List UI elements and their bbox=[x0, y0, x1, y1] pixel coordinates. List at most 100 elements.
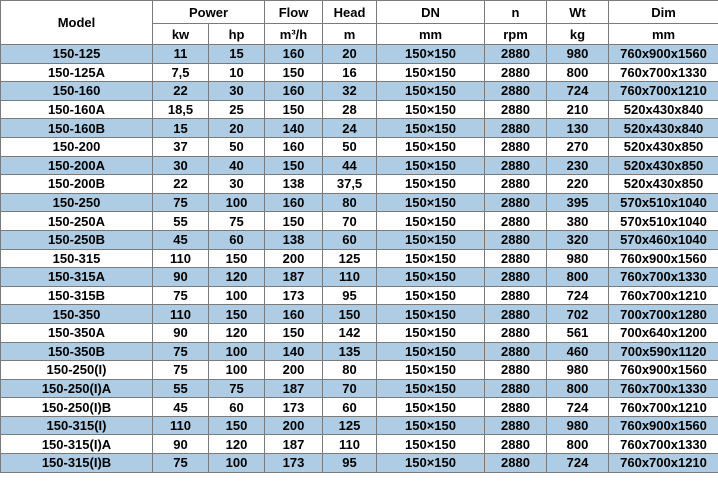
cell-wt: 230 bbox=[546, 155, 610, 176]
cell-kw: 110 bbox=[152, 415, 209, 436]
unit-hp: hp bbox=[207, 23, 266, 45]
table-row: 150-350B 75 100 140 135 150×150 2880 460 700x590… bbox=[0, 341, 718, 362]
cell-dn: 150×150 bbox=[376, 397, 486, 417]
cell-hp: 100 bbox=[207, 341, 266, 362]
cell-model: 150-350A bbox=[0, 322, 153, 343]
cell-model: 150-315(I) bbox=[0, 415, 153, 436]
cell-hp: 60 bbox=[207, 397, 266, 417]
cell-kw: 15 bbox=[152, 118, 209, 138]
cell-dn: 150×150 bbox=[376, 211, 486, 231]
cell-wt: 980 bbox=[546, 248, 610, 269]
header-wt: Wt bbox=[546, 0, 610, 24]
cell-dim: 760x700x1210 bbox=[608, 453, 718, 473]
cell-kw: 110 bbox=[152, 248, 209, 269]
cell-hp: 75 bbox=[207, 211, 266, 231]
cell-hp: 50 bbox=[207, 136, 266, 157]
cell-hp: 30 bbox=[207, 174, 266, 194]
cell-head: 60 bbox=[322, 397, 378, 417]
cell-wt: 220 bbox=[546, 174, 610, 194]
cell-wt: 800 bbox=[546, 434, 610, 455]
cell-flow: 160 bbox=[264, 304, 324, 324]
cell-n: 2880 bbox=[484, 434, 548, 455]
cell-dn: 150×150 bbox=[376, 360, 486, 380]
cell-model: 150-250 bbox=[0, 192, 153, 213]
cell-model: 150-125A bbox=[0, 62, 153, 83]
cell-dn: 150×150 bbox=[376, 341, 486, 362]
cell-model: 150-250(I)B bbox=[0, 397, 153, 417]
unit-n: rpm bbox=[484, 23, 548, 45]
table-row: 150-250(I) 75 100 200 80 150×150 2880 980 760x90… bbox=[0, 360, 718, 380]
cell-n: 2880 bbox=[484, 81, 548, 101]
cell-hp: 150 bbox=[207, 248, 266, 269]
cell-n: 2880 bbox=[484, 378, 548, 399]
table-row: 150-250B 45 60 138 60 150×150 2880 320 570x460x1… bbox=[0, 229, 718, 250]
cell-wt: 320 bbox=[546, 229, 610, 250]
cell-head: 125 bbox=[322, 415, 378, 436]
cell-model: 150-125 bbox=[0, 44, 153, 64]
header-row-groups: Model Power Flow Head DN n Wt Dim bbox=[0, 0, 718, 45]
table-row: 150-250(I)B 45 60 173 60 150×150 2880 724 760x70… bbox=[0, 397, 718, 417]
table-row: 150-315(I) 110 150 200 125 150×150 2880 980 760x… bbox=[0, 415, 718, 436]
cell-head: 135 bbox=[322, 341, 378, 362]
cell-model: 150-160 bbox=[0, 81, 153, 101]
cell-flow: 140 bbox=[264, 341, 324, 362]
cell-head: 110 bbox=[322, 267, 378, 287]
header-n: n bbox=[484, 0, 548, 24]
header-dn: DN bbox=[376, 0, 486, 24]
cell-n: 2880 bbox=[484, 415, 548, 436]
cell-head: 70 bbox=[322, 378, 378, 399]
cell-head: 28 bbox=[322, 99, 378, 120]
cell-kw: 90 bbox=[152, 434, 209, 455]
cell-dn: 150×150 bbox=[376, 229, 486, 250]
cell-head: 70 bbox=[322, 211, 378, 231]
cell-n: 2880 bbox=[484, 118, 548, 138]
cell-n: 2880 bbox=[484, 174, 548, 194]
cell-model: 150-350B bbox=[0, 341, 153, 362]
cell-wt: 724 bbox=[546, 453, 610, 473]
cell-kw: 110 bbox=[152, 304, 209, 324]
cell-model: 150-200B bbox=[0, 174, 153, 194]
cell-dim: 520x430x850 bbox=[608, 174, 718, 194]
cell-kw: 75 bbox=[152, 360, 209, 380]
cell-flow: 150 bbox=[264, 211, 324, 231]
cell-dn: 150×150 bbox=[376, 44, 486, 64]
cell-flow: 140 bbox=[264, 118, 324, 138]
cell-kw: 11 bbox=[152, 44, 209, 64]
cell-head: 24 bbox=[322, 118, 378, 138]
header-model: Model bbox=[0, 0, 153, 45]
cell-dn: 150×150 bbox=[376, 62, 486, 83]
cell-model: 150-250A bbox=[0, 211, 153, 231]
cell-wt: 380 bbox=[546, 211, 610, 231]
cell-kw: 45 bbox=[152, 397, 209, 417]
table-body: 150-125 11 15 160 20 150×150 2880 980 760x900x15… bbox=[0, 44, 718, 473]
cell-model: 150-315(I)A bbox=[0, 434, 153, 455]
table-row: 150-125A 7,5 10 150 16 150×150 2880 800 760x700x… bbox=[0, 62, 718, 83]
cell-flow: 187 bbox=[264, 378, 324, 399]
table-row: 150-315 110 150 200 125 150×150 2880 980 760x900… bbox=[0, 248, 718, 269]
cell-n: 2880 bbox=[484, 99, 548, 120]
cell-dim: 570x460x1040 bbox=[608, 229, 718, 250]
cell-dn: 150×150 bbox=[376, 415, 486, 436]
cell-n: 2880 bbox=[484, 248, 548, 269]
cell-kw: 90 bbox=[152, 322, 209, 343]
header-dim: Dim bbox=[608, 0, 718, 24]
cell-kw: 75 bbox=[152, 285, 209, 306]
cell-wt: 800 bbox=[546, 378, 610, 399]
cell-model: 150-315B bbox=[0, 285, 153, 306]
cell-dim: 760x700x1330 bbox=[608, 378, 718, 399]
unit-flow: m³/h bbox=[264, 23, 324, 45]
cell-n: 2880 bbox=[484, 211, 548, 231]
cell-n: 2880 bbox=[484, 136, 548, 157]
cell-n: 2880 bbox=[484, 360, 548, 380]
cell-flow: 160 bbox=[264, 192, 324, 213]
cell-hp: 15 bbox=[207, 44, 266, 64]
table-row: 150-250 75 100 160 80 150×150 2880 395 570x510x1… bbox=[0, 192, 718, 213]
cell-flow: 138 bbox=[264, 229, 324, 250]
cell-kw: 90 bbox=[152, 267, 209, 287]
cell-model: 150-250(I)A bbox=[0, 378, 153, 399]
cell-kw: 75 bbox=[152, 453, 209, 473]
cell-dn: 150×150 bbox=[376, 174, 486, 194]
cell-wt: 702 bbox=[546, 304, 610, 324]
cell-dn: 150×150 bbox=[376, 81, 486, 101]
cell-kw: 22 bbox=[152, 81, 209, 101]
